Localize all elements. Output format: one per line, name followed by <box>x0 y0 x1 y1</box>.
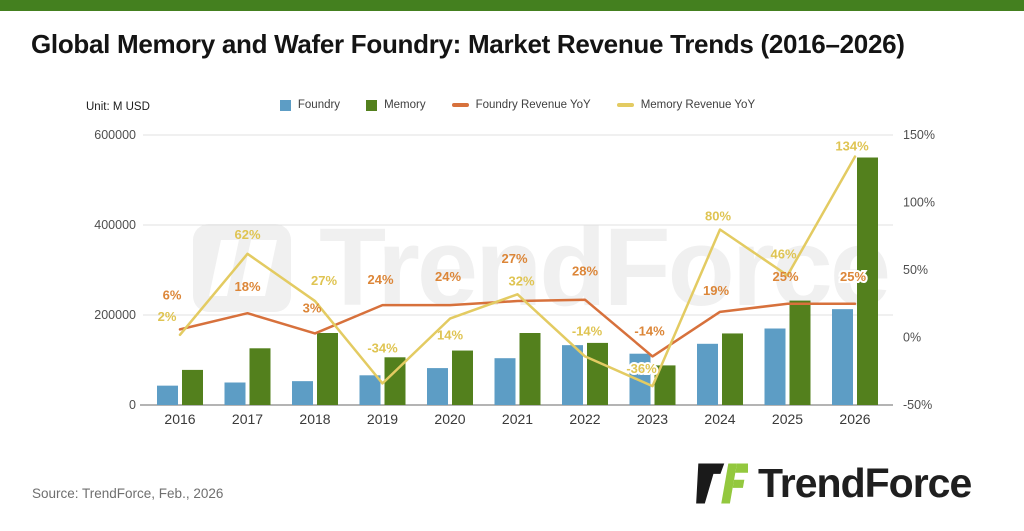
top-accent-bar <box>0 0 1024 11</box>
svg-text:25%: 25% <box>840 269 866 284</box>
svg-text:28%: 28% <box>572 264 598 279</box>
svg-text:2023: 2023 <box>637 411 668 427</box>
svg-text:400000: 400000 <box>94 218 136 232</box>
gridlines <box>143 134 893 316</box>
legend-label-memory: Memory <box>384 99 426 111</box>
legend-label-memory-yoy: Memory Revenue YoY <box>640 99 756 111</box>
svg-text:600000: 600000 <box>94 128 136 142</box>
legend-swatch-memory <box>366 99 378 111</box>
svg-text:2026: 2026 <box>839 411 870 427</box>
svg-text:-50%: -50% <box>903 398 932 412</box>
left-axis-labels: 0 200000 400000 600000 <box>94 128 136 412</box>
svg-text:19%: 19% <box>703 283 729 298</box>
svg-text:25%: 25% <box>772 269 798 284</box>
svg-text:27%: 27% <box>501 251 527 266</box>
legend-swatch-memory-yoy <box>616 103 634 107</box>
bars-memory <box>182 157 878 405</box>
svg-text:2025: 2025 <box>772 411 803 427</box>
svg-text:-14%: -14% <box>572 323 603 338</box>
svg-text:-14%: -14% <box>634 323 665 338</box>
legend-item-memory: Memory <box>366 99 426 111</box>
svg-text:62%: 62% <box>234 227 260 242</box>
x-axis-labels: 2016 2017 2018 2019 2020 2021 2022 2023 2024 2025… <box>164 411 870 427</box>
svg-text:2020: 2020 <box>434 411 465 427</box>
svg-text:200000: 200000 <box>94 308 136 322</box>
svg-text:50%: 50% <box>903 263 928 277</box>
svg-text:2018: 2018 <box>299 411 330 427</box>
svg-text:6%: 6% <box>163 287 182 302</box>
svg-text:100%: 100% <box>903 196 935 210</box>
svg-text:0: 0 <box>129 398 136 412</box>
svg-text:2%: 2% <box>158 309 177 324</box>
svg-text:80%: 80% <box>705 209 731 224</box>
legend-swatch-foundry-yoy <box>451 103 469 107</box>
labels-memory-revenue-yoy: 2% 62% 27% -34% 14% 32% -14% -36% 80% 46% 134% <box>158 137 871 379</box>
trendforce-logo-text: TrendForce <box>758 459 972 506</box>
svg-text:2022: 2022 <box>569 411 600 427</box>
svg-text:2016: 2016 <box>164 411 195 427</box>
unit-label: Unit: M USD <box>86 101 150 113</box>
trendforce-logo: TrendForce <box>694 456 972 510</box>
chart-legend: Foundry Memory Foundry Revenue YoY Memor… <box>140 99 895 111</box>
right-axis-labels: -50% 0% 50% 100% 150% <box>903 128 935 412</box>
legend-item-memory-yoy: Memory Revenue YoY <box>616 99 756 111</box>
svg-text:3%: 3% <box>303 300 322 315</box>
svg-text:-34%: -34% <box>367 340 398 355</box>
svg-text:2024: 2024 <box>704 411 735 427</box>
svg-text:18%: 18% <box>234 279 260 294</box>
labels-foundry-revenue-yoy: 6% 18% 3% 24% 24% 27% 28% -14% 19% 25% 25% <box>163 251 869 338</box>
legend-swatch-foundry <box>279 99 291 111</box>
svg-text:150%: 150% <box>903 128 935 142</box>
svg-text:46%: 46% <box>770 246 796 261</box>
legend-label-foundry: Foundry <box>297 99 341 111</box>
legend-item-foundry-yoy: Foundry Revenue YoY <box>451 99 591 111</box>
svg-text:2017: 2017 <box>232 411 263 427</box>
legend-label-foundry-yoy: Foundry Revenue YoY <box>475 99 591 111</box>
trendforce-logo-icon <box>696 463 748 504</box>
svg-text:32%: 32% <box>508 273 534 288</box>
page-title: Global Memory and Wafer Foundry: Market … <box>31 29 905 59</box>
svg-text:-36%: -36% <box>626 361 657 376</box>
svg-text:2019: 2019 <box>367 411 398 427</box>
chart-plot: 0 200000 400000 600000 -50% 0% 50% 100% 150% 2016… <box>94 128 935 427</box>
svg-text:14%: 14% <box>437 328 463 343</box>
legend-item-foundry: Foundry <box>279 99 341 111</box>
svg-text:134%: 134% <box>835 139 869 154</box>
svg-text:0%: 0% <box>903 331 921 345</box>
svg-text:24%: 24% <box>367 272 393 287</box>
svg-text:27%: 27% <box>311 273 337 288</box>
svg-text:24%: 24% <box>435 269 461 284</box>
line-memory-revenue-yoy <box>178 155 857 388</box>
source-note: Source: TrendForce, Feb., 2026 <box>32 486 224 501</box>
bars-foundry <box>157 309 853 405</box>
line-foundry-revenue-yoy <box>178 298 857 358</box>
svg-text:2021: 2021 <box>502 411 533 427</box>
